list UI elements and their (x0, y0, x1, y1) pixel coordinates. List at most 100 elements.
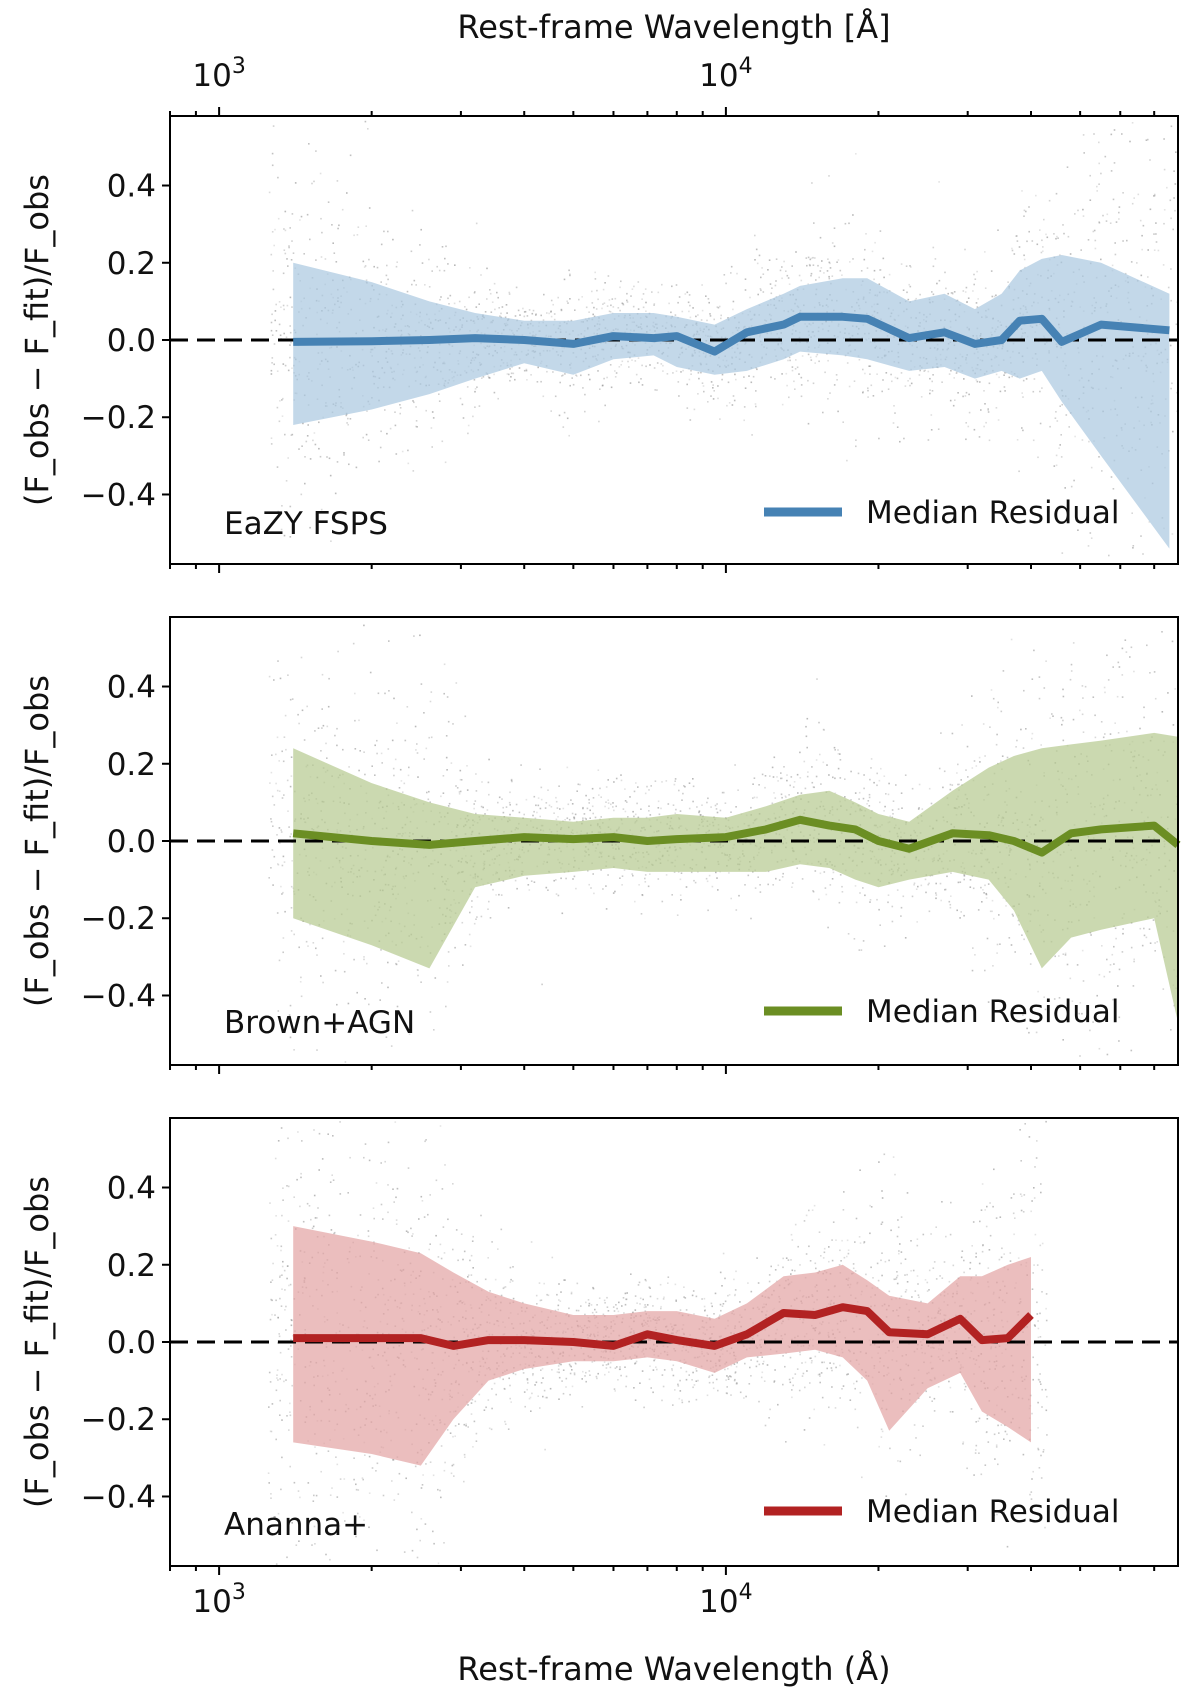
scatter-point (720, 317, 722, 320)
scatter-point (1056, 420, 1059, 422)
scatter-point (1098, 1047, 1101, 1050)
scatter-point (907, 298, 910, 301)
scatter-point (661, 781, 663, 783)
scatter-point (276, 370, 279, 372)
scatter-point (1186, 790, 1188, 792)
scatter-point (282, 855, 285, 858)
scatter-point (398, 787, 401, 789)
scatter-point (349, 418, 352, 420)
scatter-point (987, 409, 989, 411)
scatter-point (973, 283, 975, 286)
scatter-point (486, 809, 489, 811)
scatter-point (1124, 272, 1127, 275)
scatter-point (523, 315, 526, 318)
scatter-point (272, 270, 274, 272)
scatter-point (707, 909, 709, 912)
scatter-point (997, 229, 999, 231)
scatter-point (863, 258, 866, 261)
scatter-point (1118, 666, 1121, 668)
scatter-point (278, 790, 281, 792)
scatter-point (807, 379, 809, 382)
scatter-point (283, 249, 286, 251)
scatter-point (935, 882, 937, 885)
scatter-point (428, 286, 431, 288)
scatter-point (584, 410, 586, 413)
scatter-point (278, 301, 281, 303)
scatter-point (879, 924, 881, 926)
scatter-point (1079, 1002, 1082, 1004)
scatter-point (909, 265, 911, 267)
scatter-point (615, 372, 618, 374)
scatter-point (290, 341, 292, 344)
scatter-point (277, 864, 280, 866)
scatter-point (1001, 755, 1004, 757)
scatter-point (900, 372, 903, 374)
scatter-point (1170, 125, 1173, 128)
scatter-point (894, 376, 897, 379)
scatter-point (730, 897, 732, 900)
scatter-point (490, 311, 493, 313)
scatter-point (556, 807, 559, 809)
scatter-point (558, 414, 561, 417)
scatter-point (316, 1049, 318, 1051)
scatter-point (1108, 554, 1110, 557)
scatter-point (966, 745, 969, 748)
scatter-point (1154, 194, 1156, 197)
scatter-point (1139, 927, 1142, 930)
scatter-point (841, 274, 843, 276)
scatter-point (730, 265, 733, 268)
scatter-point (569, 298, 571, 300)
scatter-point (1169, 344, 1172, 347)
scatter-point (274, 310, 277, 312)
scatter-point (776, 776, 778, 778)
scatter-point (904, 774, 907, 776)
scatter-point (1180, 337, 1182, 339)
scatter-point (732, 395, 735, 397)
scatter-point (548, 804, 551, 807)
scatter-point (540, 380, 542, 383)
scatter-point (1115, 937, 1117, 940)
scatter-point (672, 804, 675, 806)
scatter-point (278, 760, 280, 762)
scatter-point (717, 397, 719, 400)
y-ticks: −0.4−0.20.00.20.4 (81, 169, 170, 513)
scatter-point (400, 780, 403, 782)
scatter-point (270, 329, 273, 332)
scatter-point (653, 304, 655, 306)
scatter-point (424, 284, 426, 286)
scatter-point (363, 624, 365, 627)
scatter-point (1189, 897, 1191, 899)
scatter-point (1112, 488, 1115, 490)
scatter-point (408, 766, 410, 769)
scatter-point (280, 885, 282, 888)
scatter-point (699, 814, 702, 816)
scatter-point (1061, 723, 1063, 726)
scatter-point (953, 291, 956, 293)
scatter-point (289, 296, 292, 299)
scatter-point (480, 274, 482, 276)
scatter-point (950, 895, 952, 897)
scatter-point (574, 813, 577, 816)
scatter-point (496, 291, 498, 294)
scatter-point (1023, 938, 1025, 941)
scatter-point (819, 236, 822, 239)
scatter-point (1026, 240, 1028, 243)
scatter-point (447, 805, 450, 807)
scatter-point (1100, 172, 1102, 175)
scatter-point (514, 315, 517, 317)
scatter-point (274, 319, 276, 322)
scatter-point (951, 293, 954, 295)
scatter-point (786, 384, 788, 387)
scatter-point (413, 401, 415, 404)
scatter-point (532, 814, 534, 817)
scatter-point (343, 452, 345, 454)
scatter-point (1157, 249, 1160, 252)
scatter-point (1018, 246, 1021, 248)
scatter-point (837, 259, 840, 261)
scatter-point (580, 374, 582, 377)
scatter-point (552, 371, 554, 373)
scatter-point (707, 298, 710, 300)
scatter-point (887, 793, 890, 796)
scatter-point (707, 797, 709, 800)
scatter-point (977, 298, 979, 300)
